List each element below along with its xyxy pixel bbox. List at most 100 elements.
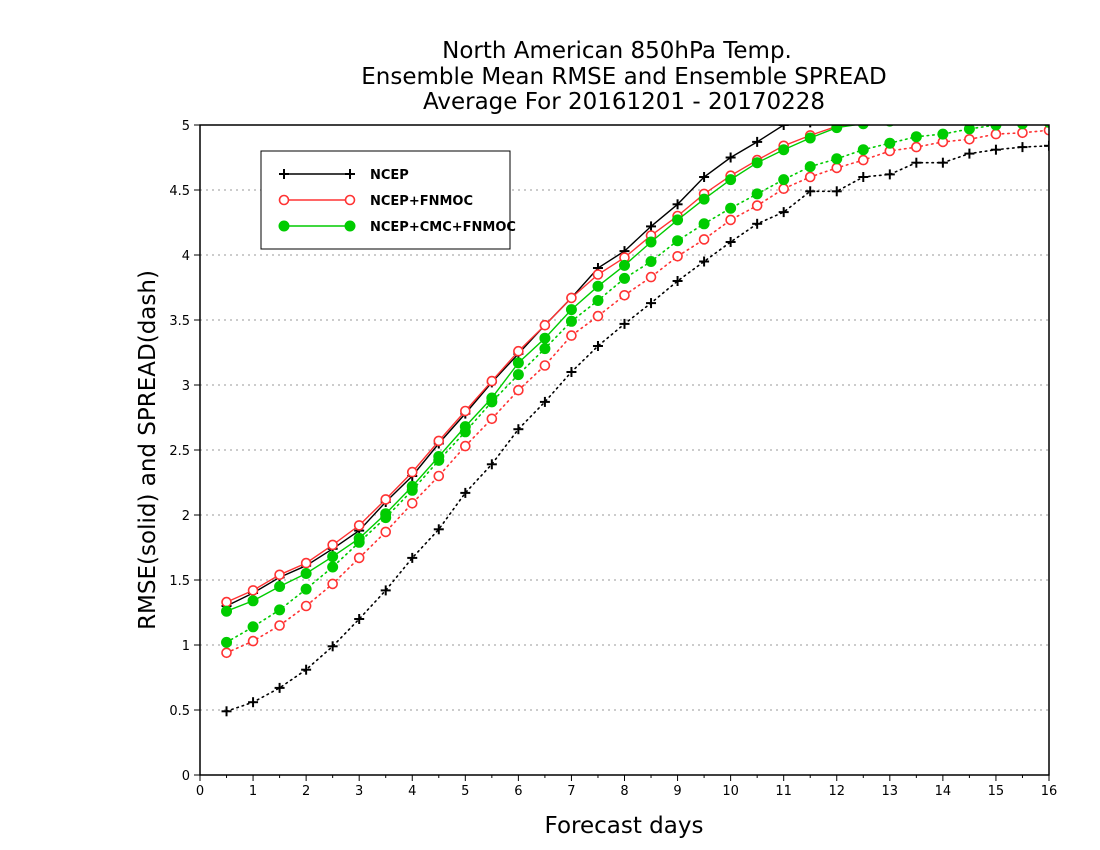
data-point <box>698 218 710 230</box>
data-point <box>698 234 710 245</box>
data-point <box>964 112 974 122</box>
axes: 00.511.522.533.544.550 1 2 3 4 5 6 7 8 9 10 11 12 13 1… <box>169 119 1057 799</box>
data-point <box>858 172 869 182</box>
data-point <box>619 289 630 301</box>
data-point <box>353 536 365 548</box>
legend-label: NCEP+FNMOC <box>370 194 473 209</box>
data-point <box>831 162 843 174</box>
data-point <box>884 137 896 149</box>
data-point <box>964 134 975 145</box>
x-tick-label: 10 <box>722 784 739 799</box>
data-point <box>645 271 657 283</box>
data-point <box>301 664 312 675</box>
data-point <box>221 596 232 608</box>
legend-entry: NCEP+CMC+FNMOC <box>278 220 516 235</box>
data-point <box>885 111 895 121</box>
data-point <box>512 369 524 381</box>
data-point <box>1017 106 1027 116</box>
data-point <box>990 128 1002 140</box>
series-3 <box>221 140 1049 717</box>
data-point <box>831 186 842 197</box>
data-point <box>459 426 471 438</box>
x-tick-label: 2 <box>302 784 310 799</box>
data-point <box>911 157 922 168</box>
data-point <box>938 108 948 118</box>
data-point <box>725 152 736 163</box>
data-point <box>539 332 551 344</box>
data-point <box>778 207 789 218</box>
legend-marker <box>344 220 356 232</box>
data-point <box>248 697 259 708</box>
data-point <box>1044 140 1049 151</box>
data-point <box>565 304 577 316</box>
data-point <box>911 110 921 120</box>
legend-marker <box>345 169 355 179</box>
data-point <box>725 214 736 226</box>
data-point <box>778 174 790 186</box>
data-point <box>433 470 445 482</box>
data-point <box>1043 125 1049 136</box>
data-point <box>433 454 445 466</box>
data-point <box>1018 109 1027 118</box>
title-line-1: North American 850hPa Temp. <box>442 38 792 64</box>
data-point <box>407 552 418 563</box>
data-point <box>380 526 392 538</box>
data-point <box>406 466 418 478</box>
data-point <box>990 144 1001 155</box>
data-point <box>914 125 919 126</box>
data-point <box>354 614 365 624</box>
y-tick-label: 1.5 <box>169 574 190 589</box>
y-tick-label: 1 <box>182 639 190 654</box>
data-point <box>725 237 736 247</box>
data-point <box>513 345 524 357</box>
data-point <box>566 292 577 304</box>
data-point <box>672 235 684 247</box>
data-point <box>857 125 869 130</box>
data-point <box>991 110 1000 119</box>
data-point <box>486 413 498 425</box>
data-point <box>486 375 498 387</box>
data-point <box>353 552 365 564</box>
legend-marker <box>279 169 289 179</box>
data-point <box>646 298 657 309</box>
data-point <box>327 539 338 551</box>
data-point <box>353 520 365 531</box>
data-point <box>725 174 737 186</box>
data-point <box>937 128 949 140</box>
legend-entry: NCEP+FNMOC <box>278 194 473 209</box>
data-point <box>539 319 551 331</box>
data-point <box>300 568 312 579</box>
data-point <box>778 183 789 194</box>
data-point <box>406 484 418 496</box>
data-point <box>486 459 497 470</box>
data-point <box>592 295 604 306</box>
data-point <box>539 396 550 407</box>
data-point <box>831 125 843 134</box>
y-tick-label: 3.5 <box>169 314 190 329</box>
x-tick-label: 3 <box>355 784 363 799</box>
data-point <box>274 682 285 693</box>
data-point <box>804 161 816 173</box>
data-point <box>300 557 312 569</box>
data-point <box>752 218 763 229</box>
y-tick-label: 0.5 <box>169 704 190 719</box>
data-point <box>619 272 630 284</box>
data-point <box>221 647 232 659</box>
x-tick-label: 9 <box>673 784 681 799</box>
data-point <box>672 199 683 210</box>
series-5 <box>221 125 1049 648</box>
data-point <box>327 578 338 590</box>
legend-marker <box>278 220 290 232</box>
data-point <box>646 221 657 232</box>
data-point <box>991 111 1001 121</box>
y-tick-label: 0 <box>182 769 190 784</box>
data-point <box>645 236 657 248</box>
data-point <box>566 367 577 377</box>
data-point <box>752 136 763 147</box>
y-tick-label: 2 <box>182 509 190 524</box>
data-point <box>1017 127 1028 139</box>
data-point <box>460 487 471 498</box>
data-point <box>539 343 551 355</box>
data-point <box>300 600 312 612</box>
